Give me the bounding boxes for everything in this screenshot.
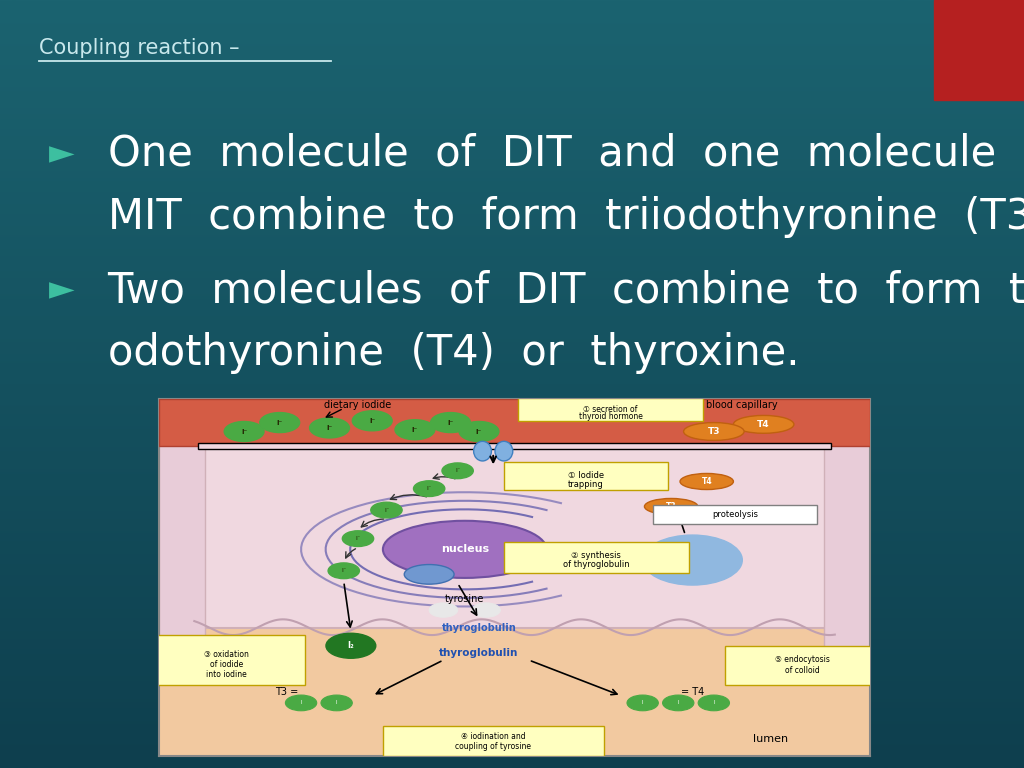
FancyBboxPatch shape	[653, 505, 817, 525]
Text: I: I	[336, 700, 338, 706]
Text: nucleus: nucleus	[440, 545, 488, 554]
Text: I⁻: I⁻	[369, 418, 376, 424]
Text: ►: ►	[49, 274, 75, 306]
Text: I⁻: I⁻	[241, 429, 247, 435]
Circle shape	[342, 531, 374, 547]
Text: thyroglobulin: thyroglobulin	[439, 648, 519, 658]
Circle shape	[442, 463, 473, 478]
Text: I⁻: I⁻	[384, 508, 389, 512]
Text: tyrosine: tyrosine	[445, 594, 484, 604]
Text: into iodine: into iodine	[206, 670, 247, 679]
Text: ►: ►	[49, 137, 75, 170]
FancyBboxPatch shape	[159, 399, 870, 445]
Text: T4: T4	[758, 420, 770, 429]
FancyBboxPatch shape	[198, 443, 831, 449]
Text: ⑤ endocytosis: ⑤ endocytosis	[775, 655, 830, 664]
Text: T4: T4	[701, 477, 712, 486]
Circle shape	[698, 695, 729, 710]
Text: I: I	[642, 700, 643, 706]
Circle shape	[260, 412, 300, 432]
Circle shape	[627, 695, 658, 710]
Circle shape	[321, 695, 352, 710]
Text: T3 =: T3 =	[275, 687, 298, 697]
FancyBboxPatch shape	[725, 646, 881, 685]
Circle shape	[371, 502, 402, 518]
Bar	[934, 0, 1024, 100]
Text: I₂: I₂	[347, 641, 354, 650]
Text: of iodide: of iodide	[210, 660, 243, 669]
Text: thyroglobulin: thyroglobulin	[441, 623, 516, 633]
Text: lumen: lumen	[754, 733, 788, 743]
Text: MIT  combine  to  form  triiodothyronine  (T3).: MIT combine to form triiodothyronine (T3…	[108, 196, 1024, 237]
Circle shape	[430, 412, 470, 432]
Text: dietary iodide: dietary iodide	[325, 399, 391, 409]
Ellipse shape	[733, 415, 794, 433]
Text: Two  molecules  of  DIT  combine  to  form  tetrai-: Two molecules of DIT combine to form tet…	[108, 270, 1024, 311]
Ellipse shape	[474, 442, 492, 461]
Text: I⁻: I⁻	[355, 536, 360, 541]
Circle shape	[224, 422, 264, 442]
Text: ④ iodination and: ④ iodination and	[461, 732, 525, 740]
Text: Coupling reaction –: Coupling reaction –	[39, 38, 240, 58]
Text: ③ oxidation: ③ oxidation	[204, 650, 249, 659]
Ellipse shape	[680, 473, 733, 489]
Circle shape	[663, 695, 694, 710]
Circle shape	[459, 422, 499, 442]
Text: I⁻: I⁻	[476, 429, 482, 435]
Circle shape	[328, 563, 359, 578]
Circle shape	[414, 481, 444, 496]
Circle shape	[643, 535, 742, 585]
Circle shape	[395, 420, 435, 440]
Text: T3: T3	[666, 502, 677, 511]
Text: ① Iodide: ① Iodide	[567, 471, 604, 479]
Text: T3: T3	[708, 427, 720, 436]
Circle shape	[286, 695, 316, 710]
Text: of thyroglobulin: of thyroglobulin	[563, 560, 630, 569]
Circle shape	[352, 411, 392, 431]
Text: = T4: = T4	[681, 687, 705, 697]
Text: I: I	[300, 700, 302, 706]
Text: ② synthesis: ② synthesis	[571, 551, 622, 561]
Text: I⁻: I⁻	[447, 419, 454, 425]
Text: I: I	[678, 700, 679, 706]
Circle shape	[326, 634, 376, 658]
Text: I: I	[713, 700, 715, 706]
Text: I⁻: I⁻	[455, 468, 460, 473]
FancyBboxPatch shape	[383, 726, 603, 756]
Circle shape	[472, 603, 501, 617]
Text: odothyronine  (T4)  or  thyroxine.: odothyronine (T4) or thyroxine.	[108, 333, 799, 374]
FancyBboxPatch shape	[148, 635, 304, 685]
FancyBboxPatch shape	[518, 398, 703, 421]
Text: I⁻: I⁻	[412, 427, 418, 432]
Ellipse shape	[495, 442, 513, 461]
Text: ① secretion of: ① secretion of	[584, 405, 638, 414]
FancyBboxPatch shape	[824, 410, 870, 649]
Text: of colloid: of colloid	[785, 667, 820, 675]
FancyBboxPatch shape	[198, 432, 831, 628]
Ellipse shape	[684, 422, 744, 440]
FancyBboxPatch shape	[504, 462, 668, 491]
Text: I⁻: I⁻	[427, 486, 432, 492]
Text: coupling of tyrosine: coupling of tyrosine	[456, 743, 531, 751]
Ellipse shape	[644, 498, 697, 515]
Text: I⁻: I⁻	[276, 419, 283, 425]
Text: I⁻: I⁻	[341, 568, 346, 573]
Text: thyroid hormone: thyroid hormone	[579, 412, 643, 421]
Circle shape	[429, 603, 458, 617]
Ellipse shape	[383, 521, 547, 578]
FancyBboxPatch shape	[504, 542, 689, 573]
Text: One  molecule  of  DIT  and  one  molecule  of: One molecule of DIT and one molecule of	[108, 133, 1024, 174]
Text: I⁻: I⁻	[327, 425, 333, 431]
Circle shape	[309, 418, 349, 438]
FancyBboxPatch shape	[159, 410, 205, 649]
Text: trapping: trapping	[568, 480, 603, 489]
Text: blood capillary: blood capillary	[707, 399, 778, 409]
Text: proteolysis: proteolysis	[712, 510, 758, 519]
Ellipse shape	[404, 564, 454, 584]
